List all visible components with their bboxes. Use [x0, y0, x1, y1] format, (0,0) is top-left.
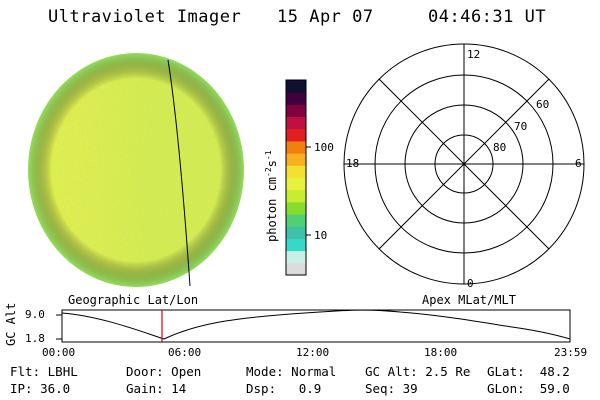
- meridian-diag-2: [378, 78, 550, 250]
- colorbar-cell: [286, 116, 306, 130]
- mlt-label-6: 6: [575, 157, 582, 170]
- disk-caption: Geographic Lat/Lon: [68, 293, 199, 307]
- mlat-label-70: 70: [514, 120, 528, 133]
- info-gain: Gain: 14: [126, 381, 187, 396]
- colorbar-cell: [286, 250, 306, 264]
- colorbar-cell: [286, 214, 306, 227]
- info-ip: IP: 36.0: [10, 381, 71, 396]
- colorbar-cell: [286, 262, 306, 276]
- timeline-ytick-top: 9.0: [25, 308, 45, 321]
- timeline-xtick-0600: 06:00: [168, 346, 202, 359]
- timeline-ylabel: GC Alt: [4, 302, 18, 346]
- app-title: Ultraviolet Imager: [48, 7, 242, 27]
- info-door: Door: Open: [126, 364, 202, 379]
- timeline-xtick-1800: 18:00: [424, 346, 458, 359]
- colorbar-tick-100: 100: [314, 141, 334, 154]
- info-gc-alt: GC Alt: 2.5 Re: [365, 364, 471, 379]
- polar-caption: Apex MLat/MLT: [422, 293, 516, 307]
- timeline-ytick-bottom: 1.8: [25, 332, 45, 345]
- timeline-xtick-0000: 00:00: [42, 346, 76, 359]
- colorbar-cell: [286, 226, 306, 239]
- colorbar-cell: [286, 80, 306, 93]
- terminator-line: [167, 59, 191, 287]
- info-filter: Flt: LBHL: [10, 364, 78, 379]
- colorbar-cell: [286, 153, 306, 166]
- colorbar-tick-10: 10: [314, 229, 328, 242]
- info-glat: GLat: 48.2: [487, 364, 570, 379]
- colorbar-cell: [286, 128, 306, 142]
- info-seq: Seq: 39: [365, 381, 418, 396]
- mlat-label-80: 80: [493, 141, 507, 154]
- timeline-xtick-1200: 12:00: [296, 346, 330, 359]
- image-time: 04:46:31 UT: [428, 7, 547, 27]
- info-mode: Mode: Normal: [246, 364, 337, 379]
- colorbar-cell: [286, 140, 306, 154]
- mlat-label-60: 60: [536, 98, 550, 111]
- colorbar-cell: [286, 104, 306, 118]
- mlt-label-18: 18: [346, 157, 360, 170]
- image-date: 15 Apr 07: [277, 7, 374, 27]
- info-dsp: Dsp: 0.9: [246, 381, 322, 396]
- colorbar-cell: [286, 92, 306, 105]
- colorbar-cell: [286, 165, 306, 178]
- timeline-xtick-2359: 23:59: [554, 346, 588, 359]
- colorbar-cell: [286, 189, 306, 203]
- altitude-curve: [61, 309, 571, 340]
- mlt-label-12: 12: [467, 48, 481, 61]
- colorbar-cell: [286, 238, 306, 252]
- info-glon: GLon: 59.0: [487, 381, 570, 396]
- mlt-label-0: 0: [467, 277, 474, 290]
- colorbar-cell: [286, 201, 306, 215]
- colorbar-cell: [286, 177, 306, 191]
